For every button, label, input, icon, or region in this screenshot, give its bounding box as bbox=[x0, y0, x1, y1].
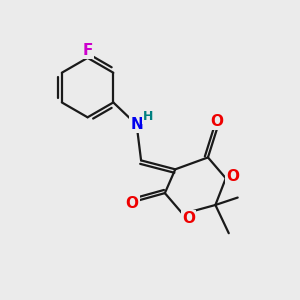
Text: O: O bbox=[126, 196, 139, 211]
Text: N: N bbox=[130, 117, 143, 132]
Text: O: O bbox=[227, 169, 240, 184]
Text: H: H bbox=[143, 110, 153, 123]
Text: O: O bbox=[210, 114, 224, 129]
Text: O: O bbox=[182, 211, 195, 226]
Text: F: F bbox=[82, 43, 93, 58]
